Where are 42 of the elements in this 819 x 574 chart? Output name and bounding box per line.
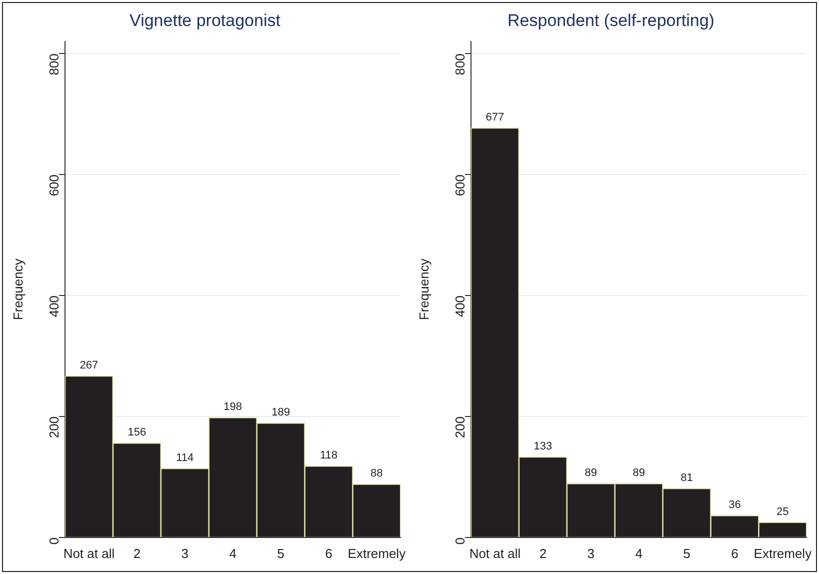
x-tick-label: 5 bbox=[683, 546, 690, 561]
y-tick-label: 800 bbox=[452, 54, 468, 76]
x-tick-label: Extremely bbox=[754, 546, 812, 561]
x-tick-label: 4 bbox=[635, 546, 642, 561]
data-label: 89 bbox=[584, 467, 597, 480]
x-tick-label: 2 bbox=[133, 546, 141, 561]
y-tick-label: 0 bbox=[46, 537, 62, 545]
data-label: 88 bbox=[370, 468, 383, 480]
x-tick-label: 3 bbox=[587, 546, 594, 561]
chart-title: Respondent (self-reporting) bbox=[508, 10, 714, 30]
x-tick-label: 4 bbox=[229, 546, 236, 561]
data-label: 25 bbox=[776, 506, 789, 518]
chart-title: Vignette protagonist bbox=[130, 10, 281, 30]
x-tick-label: Not at all bbox=[469, 546, 521, 561]
x-tick-label: 2 bbox=[539, 546, 547, 561]
data-label: 267 bbox=[80, 359, 98, 372]
data-label: 81 bbox=[680, 472, 693, 484]
data-label: 118 bbox=[320, 450, 338, 462]
y-tick-label: 0 bbox=[452, 537, 468, 545]
y-tick-label: 200 bbox=[46, 416, 62, 438]
y-tick-label: 600 bbox=[46, 174, 62, 196]
data-label: 114 bbox=[176, 452, 194, 464]
y-tick-label: 400 bbox=[46, 295, 62, 318]
x-tick-label: 6 bbox=[731, 546, 738, 561]
data-label: 36 bbox=[728, 499, 741, 512]
data-label: 677 bbox=[486, 111, 504, 124]
x-tick-label: 5 bbox=[277, 546, 284, 561]
x-tick-label: Not at all bbox=[63, 546, 115, 561]
y-axis-title: Frequency bbox=[10, 258, 26, 320]
data-label: 189 bbox=[272, 406, 290, 419]
data-label: 89 bbox=[632, 467, 645, 480]
y-tick-label: 600 bbox=[452, 174, 468, 196]
y-axis-title: Frequency bbox=[416, 258, 432, 320]
data-label: 133 bbox=[534, 440, 552, 452]
data-label: 198 bbox=[224, 401, 242, 414]
data-label: 156 bbox=[128, 426, 146, 439]
x-tick-label: Extremely bbox=[348, 546, 406, 561]
y-tick-label: 200 bbox=[452, 416, 468, 438]
x-tick-label: 6 bbox=[325, 546, 332, 561]
y-tick-label: 800 bbox=[46, 54, 62, 76]
y-tick-label: 400 bbox=[452, 295, 468, 318]
x-tick-label: 3 bbox=[181, 546, 188, 561]
